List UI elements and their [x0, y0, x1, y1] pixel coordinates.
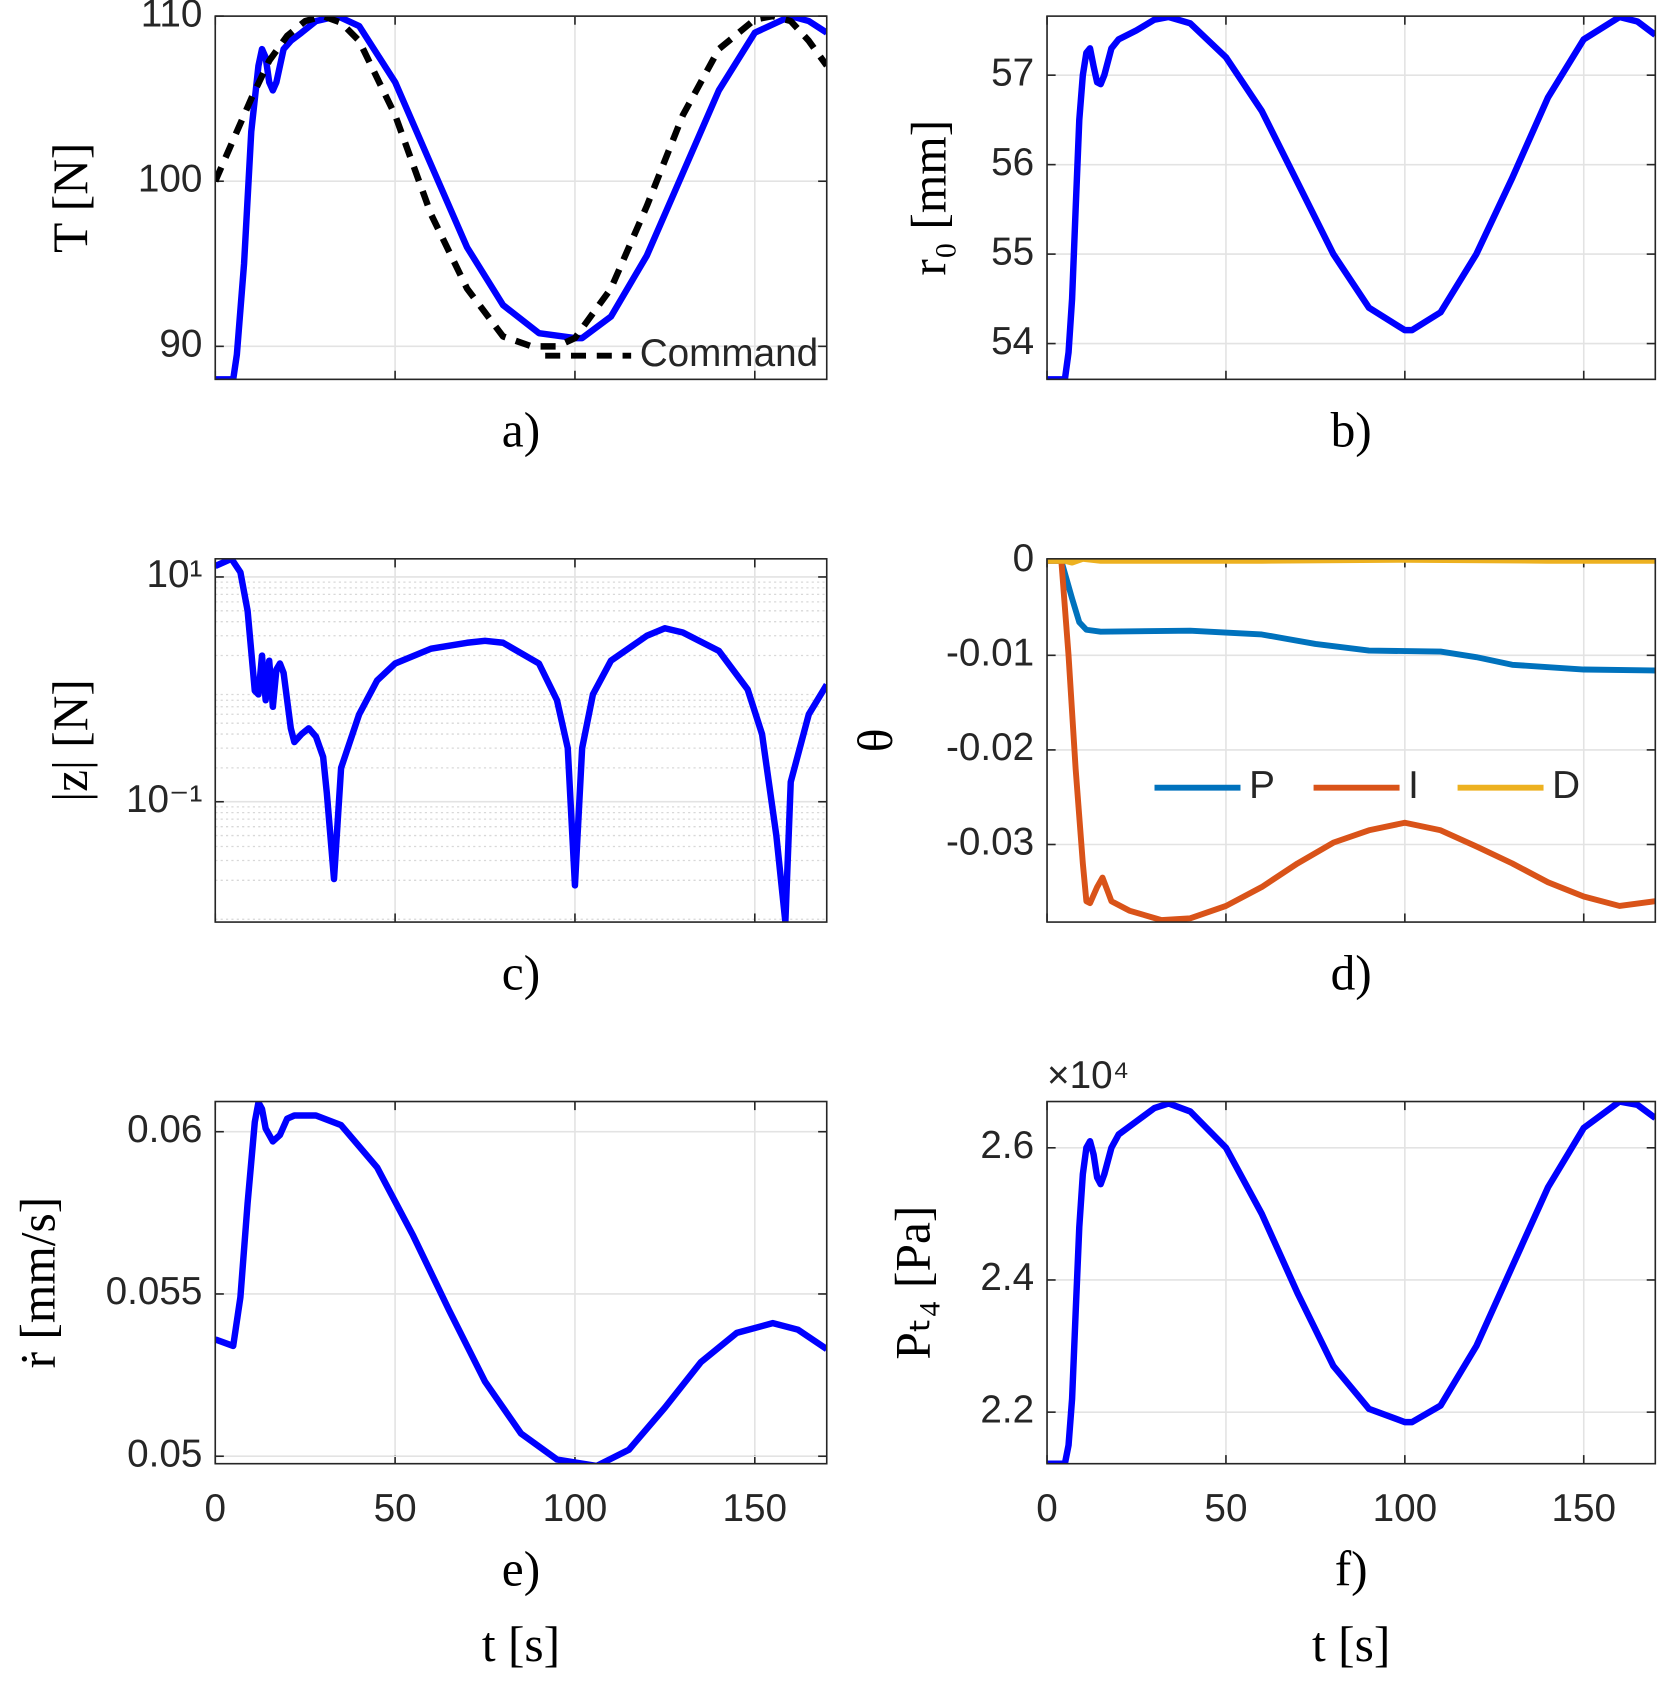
panel: 0 50 100 150 0.05 0.055 0.06 ṙ [mm/s] e) t [s] — [11, 1100, 828, 1672]
data-line — [215, 16, 827, 350]
y-tick-label: 100 — [138, 157, 203, 200]
y-tick-label: 56 — [991, 141, 1034, 184]
y-tick-label: 110 — [141, 0, 203, 35]
panel-label: a) — [502, 403, 540, 458]
panel: 54 55 56 57 r₀ [mm] b) — [902, 15, 1657, 458]
y-tick-label: 0 — [1013, 537, 1035, 580]
y-tick-label: 57 — [991, 51, 1034, 94]
x-tick-label: 0 — [1036, 1487, 1058, 1530]
plot-area — [215, 1101, 827, 1464]
plot-area — [1047, 16, 1656, 380]
panel-label: c) — [502, 945, 540, 1000]
data-line — [1047, 558, 1656, 566]
legend-label: D — [1552, 764, 1580, 807]
x-tick-label: 100 — [1373, 1487, 1438, 1530]
x-tick-label: 100 — [543, 1487, 608, 1530]
data-line — [1047, 558, 1656, 674]
x-tick-label: 50 — [374, 1487, 417, 1530]
y-axis-label: ṙ [mm/s] — [11, 1197, 66, 1369]
y-tick-label: 0.06 — [127, 1108, 202, 1151]
y-tick-label: -0.01 — [946, 632, 1034, 675]
data-line — [1047, 16, 1656, 380]
panel-label: e) — [502, 1542, 540, 1597]
panel: -0.03 -0.02 -0.01 0 P I Dθ d) — [848, 537, 1657, 1000]
x-axis-label: t [s] — [482, 1617, 560, 1672]
y-axis-label: |z| [N] — [43, 679, 98, 802]
plot-area — [1047, 558, 1656, 923]
x-tick-label: 50 — [1204, 1487, 1247, 1530]
y-tick-label: 90 — [159, 323, 202, 366]
data-line — [215, 1101, 827, 1464]
y-tick-label: 2.2 — [980, 1388, 1034, 1431]
data-line — [1047, 1101, 1656, 1464]
y-axis-label: θ — [848, 729, 903, 753]
panel-label: f) — [1335, 1542, 1368, 1597]
data-line — [215, 558, 827, 923]
y-tick-label: 55 — [991, 230, 1034, 273]
axes-box — [214, 15, 828, 381]
legend-label: P — [1249, 764, 1275, 807]
y-axis-label: Pₜ₄ [Pa] — [885, 1206, 940, 1360]
panel: 90 100 110 Command T [N] a) — [43, 0, 828, 458]
y-tick-label: 2.4 — [980, 1256, 1034, 1299]
y-axis-label: r₀ [mm] — [902, 120, 957, 276]
plot-area — [215, 16, 827, 380]
panel: 0 50 100 150 2.2 2.4 2.6 Pₜ₄ [Pa] f) t [s] ×10⁴ — [885, 1054, 1657, 1672]
y-axis-label: T [N] — [43, 143, 98, 253]
x-tick-label: 150 — [1551, 1487, 1616, 1530]
y-tick-label: 0.055 — [106, 1270, 203, 1313]
y-tick-label: 0.05 — [127, 1432, 202, 1475]
axes-box — [214, 1100, 828, 1465]
axes-box — [1046, 558, 1657, 923]
x-tick-label: 0 — [204, 1487, 226, 1530]
data-line — [1047, 558, 1656, 923]
axes-box — [1046, 15, 1657, 381]
y-tick-label: 2.6 — [980, 1124, 1034, 1167]
y-tick-label: 10⁻¹ — [126, 778, 202, 821]
x-tick-label: 150 — [723, 1487, 788, 1530]
y-tick-label: -0.02 — [946, 726, 1034, 769]
panel-label: b) — [1331, 403, 1372, 458]
axis-multiplier: ×10⁴ — [1047, 1054, 1129, 1097]
legend-label: Command — [640, 332, 818, 375]
y-tick-label: -0.03 — [946, 821, 1034, 864]
axes-box — [1046, 1100, 1657, 1465]
panel: 10⁻¹ 10¹ |z| [N] c) — [43, 553, 828, 1000]
y-tick-label: 10¹ — [146, 553, 202, 596]
legend-label: I — [1408, 764, 1419, 807]
data-line — [215, 16, 827, 380]
x-axis-label: t [s] — [1312, 1617, 1390, 1672]
y-tick-label: 54 — [991, 320, 1034, 363]
axes-box — [214, 558, 828, 923]
plot-area — [215, 558, 827, 923]
panel-label: d) — [1331, 945, 1372, 1000]
plot-area — [1047, 1101, 1656, 1464]
